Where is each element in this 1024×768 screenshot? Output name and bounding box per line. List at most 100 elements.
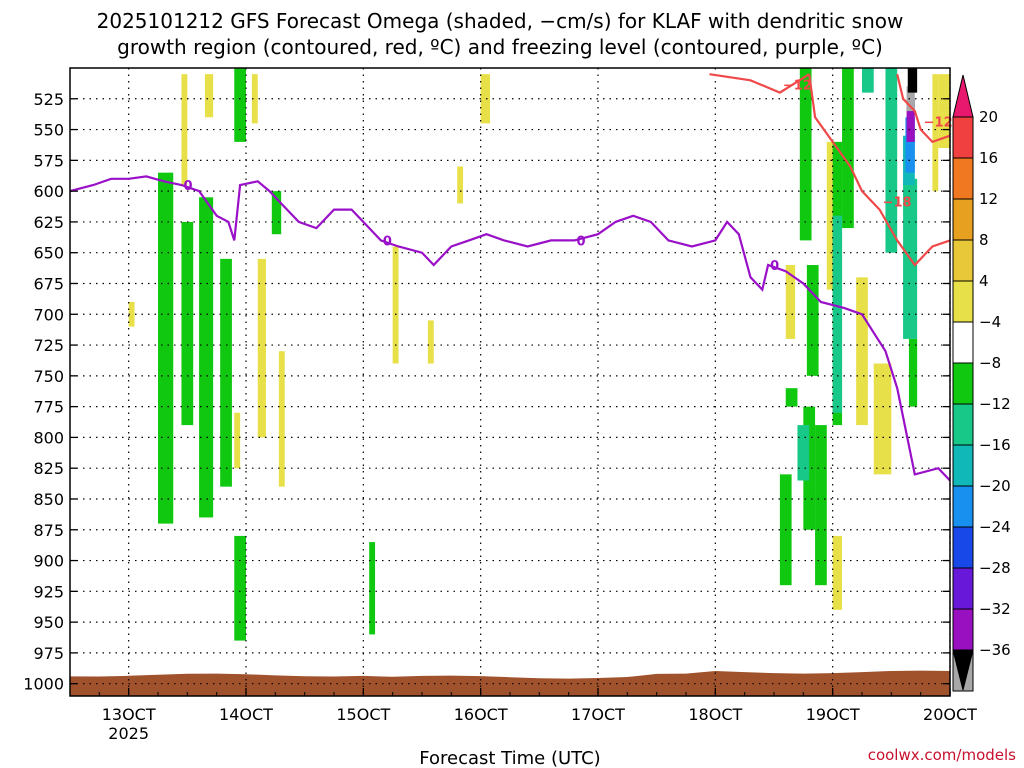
y-tick-label-14: 875: [33, 521, 64, 540]
omega-region-11: [234, 412, 241, 469]
colorbar-label-2: 12: [979, 190, 998, 208]
y-tick-label-9: 750: [33, 367, 64, 386]
omega-region-41: [905, 117, 915, 173]
omega-region-30: [806, 265, 819, 376]
colorbar-swatch-7: [952, 362, 974, 405]
x-tick-label-6: 19OCT: [806, 705, 860, 724]
colorbar-label-13: −36: [979, 641, 1011, 659]
x-tick-label-3: 16OCT: [454, 705, 508, 724]
omega-region-0: [158, 172, 174, 524]
freezing-level-line: [69, 175, 951, 482]
x-axis-label: Forecast Time (UTC): [419, 748, 600, 768]
omega-region-6: [271, 191, 282, 235]
omega-shading: [128, 68, 950, 641]
omega-region-2: [199, 197, 214, 518]
dgz-contour-label-0: −12: [783, 79, 812, 94]
colorbar-swatch-12: [952, 567, 974, 610]
chart-title-line2: growth region (contoured, red, ºC) and f…: [117, 35, 883, 59]
y-tick-label-2: 575: [33, 151, 64, 170]
omega-region-13: [257, 258, 266, 438]
colorbar-label-12: −32: [979, 600, 1011, 618]
colorbar-swatch-13: [952, 608, 974, 651]
y-tick-label-19: 1000: [23, 675, 64, 694]
colorbar-label-0: 20: [979, 108, 998, 126]
dgz-contour-label-2: −12: [924, 116, 953, 131]
y-tick-label-13: 850: [33, 490, 64, 509]
colorbar-swatch-2: [952, 157, 974, 200]
omega-region-43: [906, 86, 915, 112]
y-tick-label-18: 975: [33, 644, 64, 663]
colorbar-swatch-5: [952, 280, 974, 323]
omega-region-31: [815, 425, 827, 586]
omega-region-4: [234, 68, 246, 142]
omega-region-25: [938, 74, 950, 149]
omega-region-20: [826, 141, 839, 290]
colorbar-bottom-arrow: [952, 649, 974, 691]
colorbar-label-4: 4: [979, 272, 989, 290]
omega-region-17: [457, 166, 464, 204]
colorbar-swatch-9: [952, 444, 974, 487]
x-tick-sublabel-0: 2025: [108, 724, 149, 743]
x-tick-label-2: 15OCT: [336, 705, 390, 724]
omega-region-7: [369, 542, 376, 635]
colorbar-swatch-1: [952, 116, 974, 159]
omega-region-24: [932, 74, 939, 192]
omega-region-18: [480, 74, 491, 124]
colorbar-swatch-6: [952, 321, 974, 364]
freezing-level-label-0: 0: [183, 179, 192, 194]
omega-region-10: [204, 74, 214, 118]
omega-region-19: [785, 265, 796, 339]
colorbar-swatch-4: [952, 239, 974, 282]
y-tick-label-16: 925: [33, 582, 64, 601]
colorbar-label-6: −8: [979, 354, 1001, 372]
omega-region-8: [128, 301, 135, 327]
freezing-level-label-1: 0: [383, 234, 392, 249]
omega-region-35: [797, 425, 810, 481]
colorbar-label-10: −24: [979, 518, 1011, 536]
colorbar: 20 16 12 8 4 −4 −8 −12 −16 −20 −24 −28 −32 −36: [952, 74, 1011, 692]
dgz-contour-label-1: −18: [883, 196, 912, 211]
y-tick-label-8: 725: [33, 336, 64, 355]
omega-region-15: [392, 246, 399, 364]
colorbar-swatch-3: [952, 198, 974, 241]
omega-region-14: [278, 351, 285, 487]
colorbar-label-9: −20: [979, 477, 1011, 495]
colorbar-top-arrow: [952, 74, 974, 118]
dgz-contour-0: [709, 73, 810, 94]
y-tick-label-7: 700: [33, 305, 64, 324]
dgz-contour-2: [896, 73, 951, 144]
x-tick-label-1: 14OCT: [219, 705, 273, 724]
y-tick-label-0: 525: [33, 90, 64, 109]
omega-region-12: [251, 74, 258, 124]
colorbar-label-7: −12: [979, 395, 1011, 413]
colorbar-swatch-8: [952, 403, 974, 446]
omega-region-38: [885, 68, 898, 253]
y-tick-label-3: 600: [33, 182, 64, 201]
omega-region-5: [234, 535, 246, 641]
omega-region-21: [832, 535, 843, 610]
dgz-contour-1: [808, 74, 951, 267]
colorbar-swatch-10: [952, 485, 974, 528]
omega-region-27: [785, 388, 798, 407]
colorbar-label-1: 16: [979, 149, 998, 167]
chart-title-line1: 2025101212 GFS Forecast Omega (shaded, −…: [97, 9, 904, 33]
y-tick-label-10: 775: [33, 398, 64, 417]
y-axis: 525 550 575 600 625 650 675 700 725 750 775 800 825 8…: [23, 90, 950, 694]
x-tick-label-4: 17OCT: [571, 705, 625, 724]
omega-region-9: [181, 74, 188, 185]
omega-region-44: [907, 68, 918, 93]
colorbar-label-11: −28: [979, 559, 1011, 577]
omega-region-33: [842, 68, 854, 229]
colorbar-label-5: −4: [979, 313, 1001, 331]
freezing-level-label-2: 0: [577, 234, 586, 249]
colorbar-label-3: 8: [979, 231, 989, 249]
x-tick-label-5: 18OCT: [688, 705, 742, 724]
y-tick-label-12: 825: [33, 459, 64, 478]
colorbar-label-8: −16: [979, 436, 1011, 454]
y-tick-label-11: 800: [33, 428, 64, 447]
omega-region-22: [856, 277, 868, 426]
omega-region-37: [862, 68, 874, 93]
omega-region-28: [799, 68, 812, 241]
